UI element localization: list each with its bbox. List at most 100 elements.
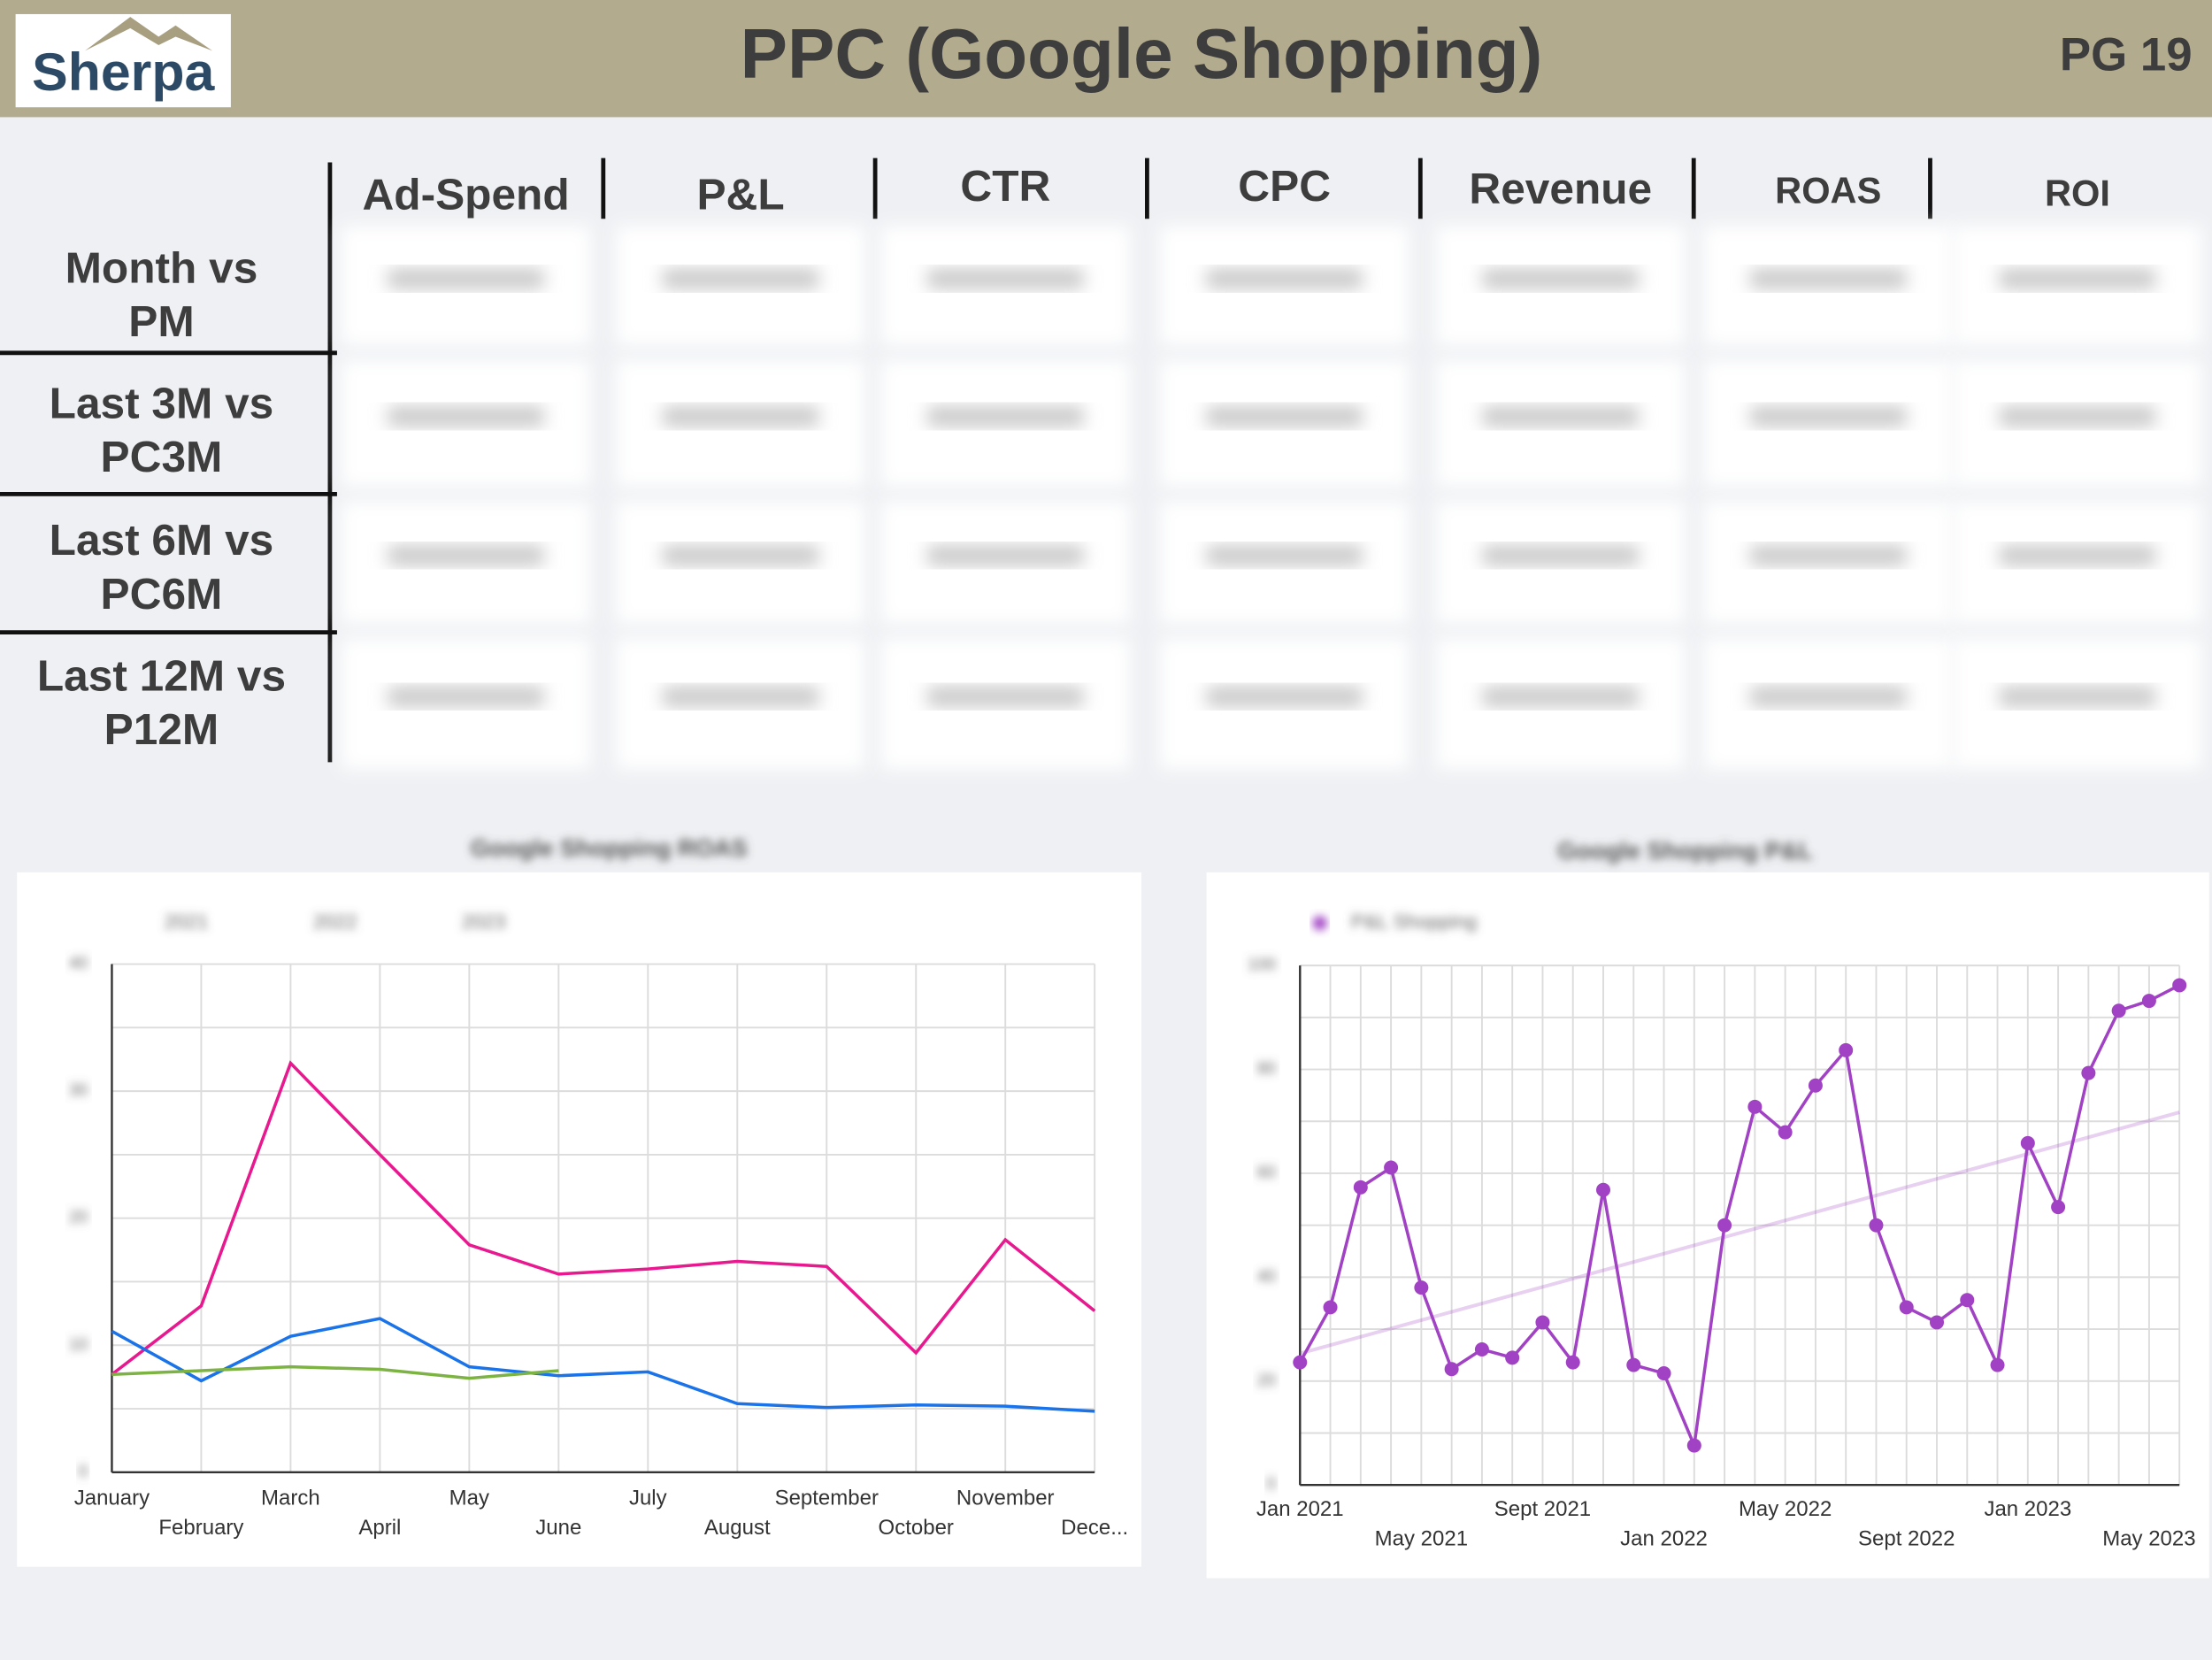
blurred-cell-text xyxy=(1999,268,2155,289)
point xyxy=(1565,1355,1580,1370)
y-tick-label: 100 xyxy=(1248,956,1276,974)
y-tick-label: 20 xyxy=(69,1209,88,1227)
blurred-cell-text xyxy=(1999,687,2155,707)
point xyxy=(1839,1042,1854,1057)
x-tick-label: May 2023 xyxy=(2102,1527,2195,1551)
row-label: Month vs PM xyxy=(65,243,258,346)
blurred-cell-text xyxy=(1206,406,1363,427)
column-header: Revenue xyxy=(1469,165,1652,213)
blurred-cell-text xyxy=(663,406,819,427)
page-title: PPC (Google Shopping) xyxy=(741,14,1543,93)
y-tick-label: 40 xyxy=(1257,1267,1276,1286)
column-header: ROI xyxy=(2045,173,2110,214)
point xyxy=(2051,1200,2066,1215)
point xyxy=(1384,1160,1399,1175)
logo-text: Sherpa xyxy=(32,42,215,102)
point xyxy=(1808,1078,1823,1093)
x-tick-label: March xyxy=(261,1486,320,1510)
header-band xyxy=(0,0,2212,118)
blurred-cell-text xyxy=(1482,687,1639,707)
y-tick-label: 60 xyxy=(1257,1164,1276,1182)
point xyxy=(1323,1300,1338,1315)
blurred-cell-text xyxy=(388,687,544,707)
point xyxy=(1990,1357,2005,1372)
x-tick-label: August xyxy=(704,1516,771,1540)
point xyxy=(1960,1293,1975,1308)
series-line xyxy=(111,1060,1096,1376)
blurred-cell-text xyxy=(388,268,544,289)
chart-title: Google Shopping ROAS xyxy=(471,834,748,862)
column-header: P&L xyxy=(696,170,784,219)
point xyxy=(1444,1362,1459,1377)
x-tick-label: Jan 2022 xyxy=(1620,1527,1708,1551)
legend-label: 2021 xyxy=(165,911,209,933)
series-line xyxy=(1298,983,2180,1452)
blurred-cell-text xyxy=(1482,268,1639,289)
point xyxy=(1293,1355,1308,1370)
series-line xyxy=(111,1364,559,1380)
x-tick-label: October xyxy=(879,1516,954,1540)
y-tick-label: 80 xyxy=(1257,1060,1276,1079)
point xyxy=(1686,1438,1701,1453)
column-header: Ad-Spend xyxy=(362,170,569,219)
blurred-cell-text xyxy=(388,406,544,427)
blurred-cell-text xyxy=(1750,687,1907,707)
point xyxy=(1474,1341,1489,1356)
blurred-cell-text xyxy=(927,406,1084,427)
point xyxy=(1535,1315,1550,1330)
point xyxy=(1626,1357,1641,1372)
point xyxy=(1414,1280,1429,1295)
blurred-cell-text xyxy=(1206,687,1363,707)
x-tick-label: Dece... xyxy=(1061,1516,1128,1540)
blurred-cell-text xyxy=(927,268,1084,289)
point xyxy=(1899,1300,1914,1315)
x-tick-label: Sept 2022 xyxy=(1858,1527,1955,1551)
point xyxy=(2141,994,2156,1009)
point xyxy=(2020,1135,2035,1150)
page-number: PG 19 xyxy=(2060,28,2193,81)
blurred-cell-text xyxy=(927,687,1084,707)
y-tick-label: 10 xyxy=(69,1335,88,1354)
blurred-cell-text xyxy=(1750,406,1907,427)
legend-label: 2023 xyxy=(462,911,506,933)
x-tick-label: January xyxy=(74,1486,150,1510)
point xyxy=(1656,1365,1671,1380)
logo-mountain xyxy=(85,17,213,51)
x-tick-label: April xyxy=(358,1516,401,1540)
blurred-cell-text xyxy=(1999,545,2155,565)
chart-panel xyxy=(17,872,1142,1567)
row-label: Last 6M vs PC6M xyxy=(50,516,274,619)
x-tick-label: June xyxy=(535,1516,581,1540)
blurred-cell-text xyxy=(663,545,819,565)
x-tick-label: Sept 2021 xyxy=(1494,1497,1591,1521)
charts: Google Shopping ROAS 0 10 20 30 40 January Febr… xyxy=(69,834,2196,1551)
blurred-cell-text xyxy=(388,545,544,565)
y-tick-label: 30 xyxy=(69,1081,88,1100)
blurred-cell-text xyxy=(663,268,819,289)
point xyxy=(2111,1003,2126,1018)
x-tick-label: May 2021 xyxy=(1375,1527,1468,1551)
row-label: Last 3M vs PC3M xyxy=(50,380,274,482)
blurred-cell-text xyxy=(1999,406,2155,427)
point xyxy=(1869,1218,1884,1233)
y-tick-label: 0 xyxy=(1266,1475,1276,1494)
x-tick-label: Jan 2023 xyxy=(1984,1497,2071,1521)
point xyxy=(2172,978,2187,993)
legend-label: P&L Shopping xyxy=(1351,911,1477,933)
x-tick-label: May xyxy=(449,1486,489,1510)
x-tick-label: September xyxy=(775,1486,879,1510)
chart-title: Google Shopping P&L xyxy=(1557,837,1813,865)
column-header: CTR xyxy=(960,162,1050,211)
blurred-cell-text xyxy=(1482,406,1639,427)
x-tick-label: February xyxy=(158,1516,243,1540)
point xyxy=(1747,1099,1763,1114)
point xyxy=(1717,1218,1732,1233)
x-tick-label: July xyxy=(629,1486,667,1510)
blurred-cell-text xyxy=(927,545,1084,565)
scorecard-table: Ad-Spend P&L CTR CPC Revenue ROAS ROI Month vs P… xyxy=(0,158,2202,770)
x-tick-label: Jan 2021 xyxy=(1256,1497,1344,1521)
point xyxy=(1778,1125,1793,1140)
legend-label: 2022 xyxy=(313,911,357,933)
